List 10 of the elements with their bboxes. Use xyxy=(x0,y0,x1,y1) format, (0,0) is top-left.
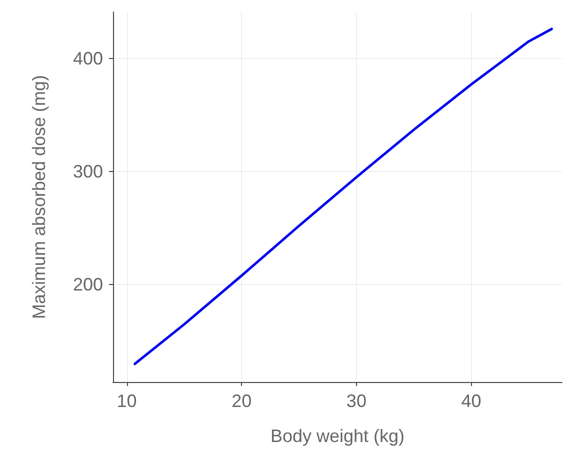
x-tick-label: 20 xyxy=(232,391,252,411)
y-axis-title: Maximum absorbed dose (mg) xyxy=(29,74,49,320)
y-tick-label: 200 xyxy=(72,274,103,295)
line-series xyxy=(134,28,553,366)
x-axis-title: Body weight (kg) xyxy=(270,426,405,446)
x-tick-label: 10 xyxy=(116,391,137,411)
y-tick-label: 300 xyxy=(72,162,103,182)
x-tick-label: 40 xyxy=(461,391,482,411)
y-tick-label: 400 xyxy=(72,48,103,68)
x-tick-label: 30 xyxy=(346,391,366,411)
